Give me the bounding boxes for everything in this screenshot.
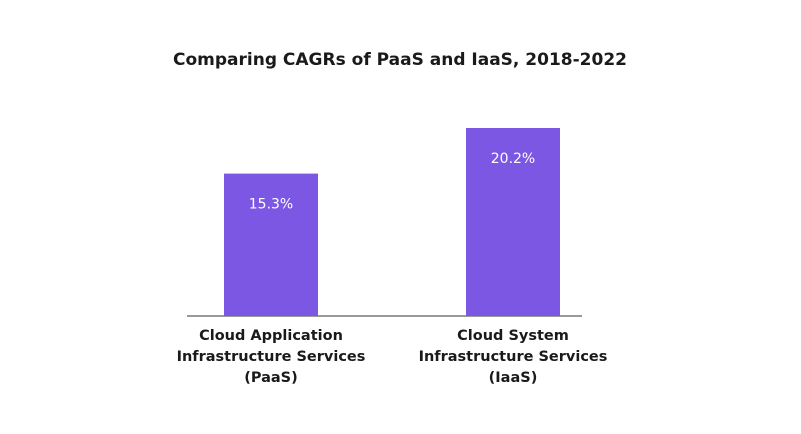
value-label: 15.3% [249,197,293,213]
bar [224,173,318,316]
category-label: Infrastructure Services [177,349,366,365]
chart-title: Comparing CAGRs of PaaS and IaaS, 2018-2… [173,50,627,70]
value-label: 20.2% [491,151,535,167]
category-label: Infrastructure Services [419,349,608,365]
category-label: Cloud System [457,328,569,344]
bar [466,128,560,316]
category-label: (IaaS) [489,370,538,386]
category-label: Cloud Application [199,328,343,344]
category-label: (PaaS) [244,370,298,386]
